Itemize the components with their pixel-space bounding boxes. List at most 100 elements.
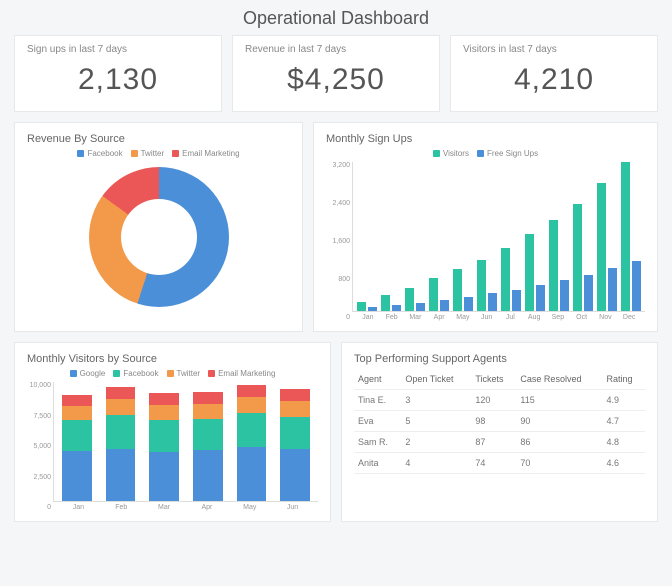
table-row[interactable]: Eva598904.7 bbox=[354, 411, 645, 432]
table-cell: Sam R. bbox=[354, 432, 401, 453]
kpi-label: Sign ups in last 7 days bbox=[27, 44, 209, 55]
stacked-bar bbox=[237, 382, 267, 501]
segment-facebook bbox=[149, 420, 179, 452]
table-header-row: AgentOpen TicketTicketsCase ResolvedRati… bbox=[354, 369, 645, 390]
kpi-row: Sign ups in last 7 days 2,130 Revenue in… bbox=[14, 35, 658, 112]
segment-google bbox=[149, 452, 179, 501]
top-agents-card: Top Performing Support Agents AgentOpen … bbox=[341, 342, 658, 522]
segment-twitter bbox=[149, 405, 179, 420]
segment-facebook bbox=[193, 419, 223, 450]
table-cell: 5 bbox=[401, 411, 471, 432]
legend-item: Email Marketing bbox=[208, 369, 275, 378]
legend-item: Twitter bbox=[167, 369, 201, 378]
bar-signups bbox=[632, 261, 641, 311]
legend-item: Twitter bbox=[131, 149, 165, 158]
stacked-bar bbox=[106, 382, 136, 501]
segment-google bbox=[237, 447, 267, 501]
stacked-bar bbox=[62, 382, 92, 501]
segment-facebook bbox=[106, 415, 136, 448]
segment-email bbox=[193, 392, 223, 404]
stacked-bar bbox=[149, 382, 179, 501]
table-cell: 4.7 bbox=[603, 411, 645, 432]
x-axis-labels: JanFebMarAprMayJunJulAugSepOctNovDec bbox=[352, 312, 645, 321]
segment-twitter bbox=[193, 404, 223, 419]
table-header-cell[interactable]: Tickets bbox=[471, 369, 516, 390]
table-header-cell[interactable]: Rating bbox=[603, 369, 645, 390]
table-cell: Tina E. bbox=[354, 390, 401, 411]
bar-signups bbox=[608, 268, 617, 311]
table-cell: 120 bbox=[471, 390, 516, 411]
table-cell: 86 bbox=[516, 432, 602, 453]
mid-row: Revenue By Source FacebookTwitterEmail M… bbox=[14, 122, 658, 332]
x-axis-labels: JanFebMarAprMayJun bbox=[53, 502, 318, 511]
bar-group bbox=[501, 162, 521, 311]
table-cell: Eva bbox=[354, 411, 401, 432]
bar-visitors bbox=[477, 260, 486, 311]
table-cell: 3 bbox=[401, 390, 471, 411]
agents-table: AgentOpen TicketTicketsCase ResolvedRati… bbox=[354, 369, 645, 474]
kpi-value: $4,250 bbox=[245, 63, 427, 97]
bar-group bbox=[549, 162, 569, 311]
table-cell: 2 bbox=[401, 432, 471, 453]
chart-legend: GoogleFacebookTwitterEmail Marketing bbox=[27, 369, 318, 378]
table-header-cell[interactable]: Open Ticket bbox=[401, 369, 471, 390]
bar-signups bbox=[464, 297, 473, 311]
bar-signups bbox=[512, 290, 521, 311]
table-header-cell[interactable]: Case Resolved bbox=[516, 369, 602, 390]
monthly-visitors-card: Monthly Visitors by Source GoogleFaceboo… bbox=[14, 342, 331, 522]
bar-group bbox=[525, 162, 545, 311]
chart-legend: VisitorsFree Sign Ups bbox=[326, 149, 645, 158]
revenue-by-source-card: Revenue By Source FacebookTwitterEmail M… bbox=[14, 122, 303, 332]
table-cell: 74 bbox=[471, 453, 516, 474]
bar-group bbox=[357, 162, 377, 311]
donut-chart-wrap bbox=[27, 162, 290, 312]
dashboard: Operational Dashboard Sign ups in last 7… bbox=[0, 0, 672, 540]
card-title: Top Performing Support Agents bbox=[354, 353, 645, 365]
segment-email bbox=[149, 393, 179, 405]
bar-group bbox=[429, 162, 449, 311]
table-row[interactable]: Tina E.31201154.9 bbox=[354, 390, 645, 411]
table-header-cell[interactable]: Agent bbox=[354, 369, 401, 390]
page-title: Operational Dashboard bbox=[14, 8, 658, 29]
bar-group bbox=[453, 162, 473, 311]
segment-google bbox=[62, 451, 92, 501]
table-cell: 90 bbox=[516, 411, 602, 432]
table-cell: 70 bbox=[516, 453, 602, 474]
table-row[interactable]: Anita474704.6 bbox=[354, 453, 645, 474]
table-cell: 87 bbox=[471, 432, 516, 453]
bar-group bbox=[621, 162, 641, 311]
bar-visitors bbox=[525, 234, 534, 311]
card-title: Revenue By Source bbox=[27, 133, 290, 145]
segment-email bbox=[280, 389, 310, 401]
bar-visitors bbox=[381, 295, 390, 311]
segment-twitter bbox=[280, 401, 310, 416]
segment-google bbox=[280, 449, 310, 501]
table-cell: Anita bbox=[354, 453, 401, 474]
segment-email bbox=[237, 385, 267, 397]
kpi-label: Revenue in last 7 days bbox=[245, 44, 427, 55]
legend-item: Facebook bbox=[113, 369, 158, 378]
kpi-value: 2,130 bbox=[27, 63, 209, 97]
bar-visitors bbox=[573, 204, 582, 311]
segment-google bbox=[193, 450, 223, 501]
bar-group bbox=[573, 162, 593, 311]
bar-group bbox=[381, 162, 401, 311]
table-row[interactable]: Sam R.287864.8 bbox=[354, 432, 645, 453]
segment-facebook bbox=[280, 417, 310, 450]
kpi-signups[interactable]: Sign ups in last 7 days 2,130 bbox=[14, 35, 222, 112]
bar-signups bbox=[584, 275, 593, 311]
card-title: Monthly Sign Ups bbox=[326, 133, 645, 145]
bar-signups bbox=[416, 303, 425, 311]
bar-visitors bbox=[501, 248, 510, 311]
stacked-bar bbox=[280, 382, 310, 501]
bar-visitors bbox=[597, 183, 606, 311]
y-axis-ticks: 10,0007,5005,0002,5000 bbox=[27, 382, 51, 511]
bar-group bbox=[477, 162, 497, 311]
bar-signups bbox=[392, 305, 401, 311]
kpi-revenue[interactable]: Revenue in last 7 days $4,250 bbox=[232, 35, 440, 112]
legend-item: Email Marketing bbox=[172, 149, 239, 158]
legend-item: Free Sign Ups bbox=[477, 149, 538, 158]
bar-signups bbox=[536, 285, 545, 311]
bar-visitors bbox=[453, 269, 462, 311]
kpi-visitors[interactable]: Visitors in last 7 days 4,210 bbox=[450, 35, 658, 112]
